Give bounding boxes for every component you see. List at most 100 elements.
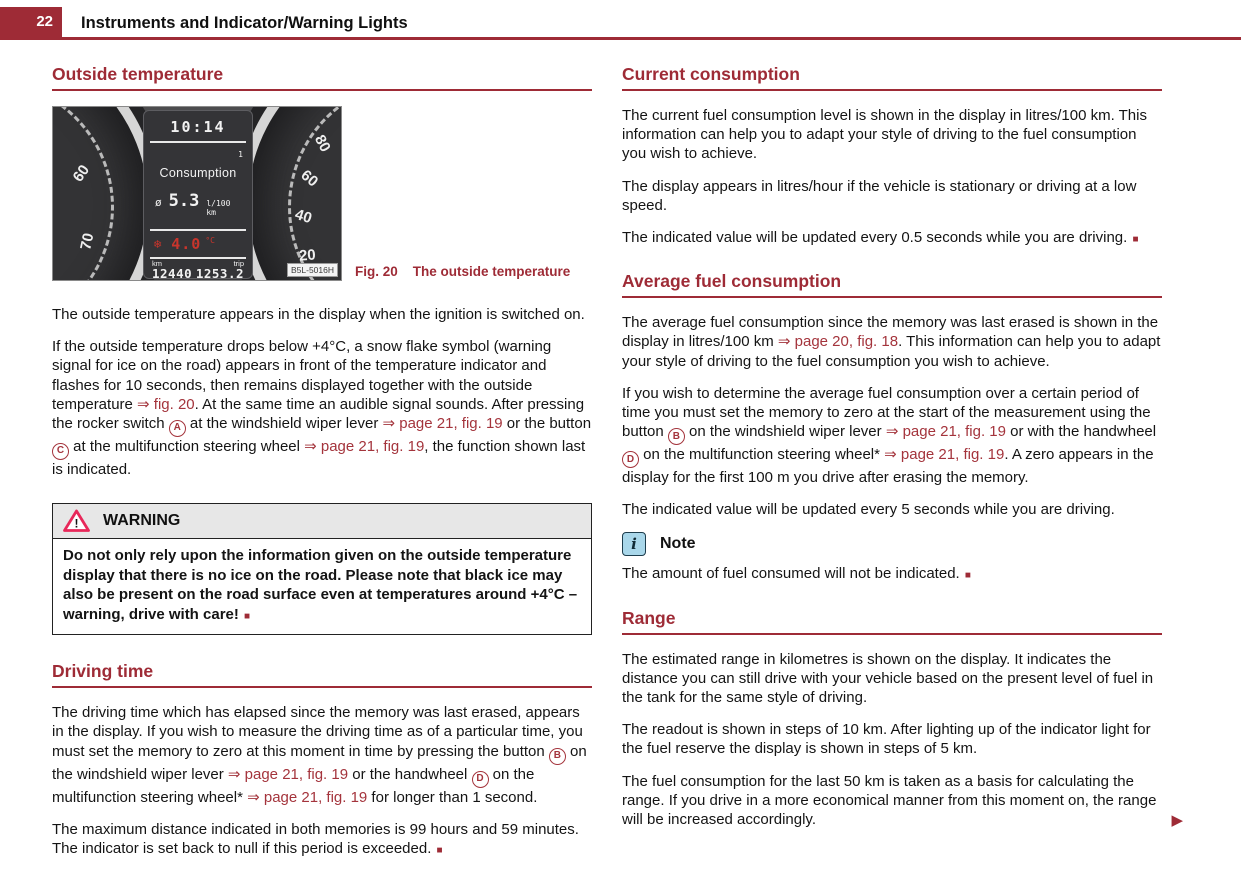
circled-letter-reference: B	[548, 747, 566, 765]
section-end-marker: ■	[964, 570, 971, 582]
text-segment: The maximum distance indicated in both m…	[52, 820, 579, 857]
paragraph: If you wish to determine the average fue…	[622, 384, 1162, 488]
display-mode-label: Consumption	[159, 166, 237, 180]
section-end-marker: ■	[436, 844, 443, 856]
text-segment: . A zero appears in the display for the …	[622, 446, 1154, 487]
trip-value: 1253.2	[195, 266, 244, 281]
page-number: 22	[36, 13, 53, 30]
text-segment: Do not only rely upon the information gi…	[63, 547, 578, 623]
section-outside-temperature: Outside temperature 60 70 80 60 40 20 10…	[52, 64, 592, 479]
section-end-marker: ■	[1132, 233, 1139, 245]
image-code-label: B5L-5016H	[286, 263, 338, 277]
cross-reference-link: ⇒ page 21, fig. 19	[304, 437, 425, 455]
display-divider	[150, 229, 246, 231]
cross-reference-link: ⇒ page 21, fig. 19	[247, 788, 368, 806]
circled-letter-reference: D	[622, 451, 639, 469]
trip-label: trip	[233, 259, 244, 268]
section-average-fuel-consumption: Average fuel consumption The average fue…	[622, 271, 1162, 584]
text-segment: for longer than 1 second.	[367, 788, 538, 806]
header-rule	[0, 37, 1241, 40]
note-title: Note	[660, 535, 696, 553]
page-continuation-icon: ▶	[1171, 812, 1183, 830]
text-segment: . This information can help you to adapt…	[622, 333, 1161, 370]
odometer-labels: km trip	[152, 259, 244, 268]
text-segment: If you wish to determine the average fue…	[622, 384, 1151, 441]
circled-letter-reference: C	[52, 442, 69, 460]
cross-reference-link: ⇒ page 21, fig. 19	[884, 446, 1005, 464]
text-segment: at the windshield wiper lever	[185, 414, 383, 432]
warning-box-header: ! WARNING	[53, 504, 591, 540]
gauge-number: 20	[298, 246, 317, 265]
section-heading-outside-temperature: Outside temperature	[52, 64, 592, 91]
section-heading-driving-time: Driving time	[52, 661, 592, 689]
text-segment: at the multifunction steering wheel	[69, 437, 305, 455]
text-segment: The display appears in litres/hour if th…	[622, 177, 1137, 214]
outside-temperature-value: 4.0	[171, 235, 202, 253]
display-divider	[150, 141, 246, 143]
left-gauge-ticks	[53, 107, 114, 280]
right-column: Current consumption The current fuel con…	[622, 64, 1183, 882]
page-header: 22 Instruments and Indicator/Warning Lig…	[0, 0, 1241, 40]
paragraph: The maximum distance indicated in both m…	[52, 820, 592, 858]
warning-triangle-icon: !	[63, 509, 90, 533]
figure-row: 60 70 80 60 40 20 10:14 1 Consumption ø …	[52, 106, 592, 281]
paragraph: The readout is shown in steps of 10 km. …	[622, 720, 1162, 758]
figure-caption-number: Fig. 20	[355, 264, 398, 279]
paragraph: The display appears in litres/hour if th…	[622, 177, 1162, 215]
section-heading-current-consumption: Current consumption	[622, 64, 1162, 91]
svg-text:!: !	[75, 517, 79, 531]
cross-reference-link: ⇒ page 20, fig. 18	[777, 333, 899, 351]
paragraph: The driving time which has elapsed since…	[52, 703, 592, 807]
display-consumption-row: ø 5.3 l/100 km	[155, 191, 244, 217]
text-segment: on the multifunction steering wheel*	[52, 765, 535, 806]
note-header: i Note	[622, 532, 1162, 557]
text-segment: , the function shown last is indicated.	[52, 437, 586, 478]
circled-letter-reference: B	[667, 428, 685, 446]
section-end-marker: ■	[244, 610, 251, 622]
warning-box: ! WARNING Do not only rely upon the info…	[52, 503, 592, 636]
text-segment: If the outside temperature drops below +…	[52, 338, 552, 413]
text-segment: or the handwheel	[348, 765, 472, 783]
temperature-unit: °C	[205, 236, 215, 245]
text-segment: or with the handwheel	[1005, 423, 1157, 441]
text-segment: The average fuel consumption since the m…	[622, 314, 1159, 351]
paragraph: The fuel consumption for the last 50 km …	[622, 772, 1162, 830]
paragraph: The estimated range in kilometres is sho…	[622, 650, 1162, 708]
left-column: Outside temperature 60 70 80 60 40 20 10…	[52, 64, 592, 882]
figure-caption: Fig. 20 The outside temperature	[355, 264, 570, 281]
warning-body: Do not only rely upon the information gi…	[53, 539, 591, 634]
display-memory-superscript: 1	[238, 150, 243, 159]
instrument-cluster-figure: 60 70 80 60 40 20 10:14 1 Consumption ø …	[52, 106, 342, 281]
content-columns: Outside temperature 60 70 80 60 40 20 10…	[0, 40, 1241, 882]
section-heading-average-fuel-consumption: Average fuel consumption	[622, 271, 1162, 299]
last-paragraph-wrap: The fuel consumption for the last 50 km …	[622, 772, 1183, 830]
text-segment: The readout is shown in steps of 10 km. …	[622, 721, 1151, 758]
note-body: The amount of fuel consumed will not be …	[622, 564, 1162, 583]
display-temperature-row: ❄ 4.0 °C	[153, 235, 243, 253]
page-number-badge: 22	[0, 7, 62, 37]
text-segment: The driving time which has elapsed since…	[52, 704, 583, 760]
text-segment: . At the same time an audible signal sou…	[52, 395, 585, 432]
text-segment: on the windshield wiper lever	[684, 423, 886, 441]
text-segment: The outside temperature appears in the d…	[52, 306, 585, 323]
paragraph: The outside temperature appears in the d…	[52, 305, 592, 324]
right-gauge-ticks	[288, 107, 341, 280]
text-segment: The estimated range in kilometres is sho…	[622, 650, 1154, 706]
paragraph: The indicated value will be updated ever…	[622, 500, 1162, 519]
chapter-title: Instruments and Indicator/Warning Lights	[81, 14, 408, 32]
text-segment: The fuel consumption for the last 50 km …	[622, 772, 1157, 828]
text-segment: The indicated value will be updated ever…	[622, 501, 1115, 519]
section-current-consumption: Current consumption The current fuel con…	[622, 64, 1162, 247]
circled-letter-reference: D	[471, 770, 489, 788]
paragraph: The average fuel consumption since the m…	[622, 313, 1162, 371]
section-driving-time: Driving time The driving time which has …	[52, 661, 592, 858]
section-heading-range: Range	[622, 608, 1162, 635]
figure-caption-text: The outside temperature	[412, 264, 571, 279]
circled-letter-reference: A	[168, 419, 186, 437]
average-symbol: ø	[155, 196, 162, 209]
paragraph: The current fuel consumption level is sh…	[622, 106, 1162, 164]
multifunction-display: 10:14 1 Consumption ø 5.3 l/100 km ❄ 4.0	[143, 110, 253, 281]
section-range: Range The estimated range in kilometres …	[622, 608, 1183, 830]
text-segment: The amount of fuel consumed will not be …	[622, 565, 964, 583]
text-segment: The indicated value will be updated ever…	[622, 228, 1132, 246]
